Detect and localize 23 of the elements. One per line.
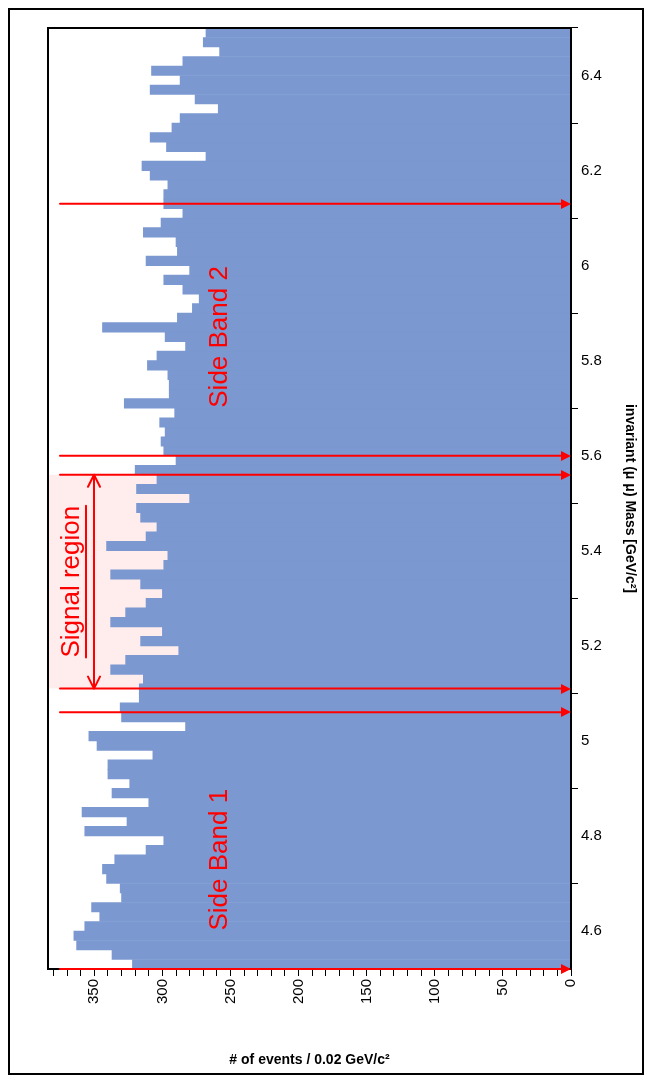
x-tick-label: 250 — [220, 979, 238, 1005]
x-tick-label: 0 — [561, 979, 579, 988]
x-tick-label: 100 — [424, 979, 442, 1005]
annotation: Side Band 1 — [202, 788, 233, 931]
y-tick-label: 4.6 — [581, 921, 602, 939]
x-tick-label: 50 — [493, 979, 511, 996]
y-tick-label: 5.2 — [581, 635, 602, 653]
y-tick-label: 6.4 — [581, 65, 602, 83]
y-tick-label: 5.4 — [581, 540, 602, 558]
y-tick-label: 6 — [581, 255, 590, 273]
x-tick-label: 350 — [84, 979, 102, 1005]
y-tick-label: 4.8 — [581, 826, 602, 844]
y-tick-label: 6.2 — [581, 160, 602, 178]
band-label: Signal region — [55, 505, 86, 658]
x-tick-label: 300 — [152, 979, 170, 1005]
y-tick-label: 5 — [581, 731, 590, 749]
x-axis-title: # of events / 0.02 GeV/c² — [229, 1051, 390, 1068]
y-tick-label: 5.8 — [581, 350, 602, 368]
y-tick-label: 5.6 — [581, 445, 602, 463]
y-axis-title: invariant (μ μ) Mass [GeV/c²] — [622, 403, 639, 594]
annotation: Side Band 2 — [202, 266, 233, 408]
x-tick-label: 150 — [356, 979, 374, 1005]
x-tick-label: 200 — [288, 979, 306, 1005]
